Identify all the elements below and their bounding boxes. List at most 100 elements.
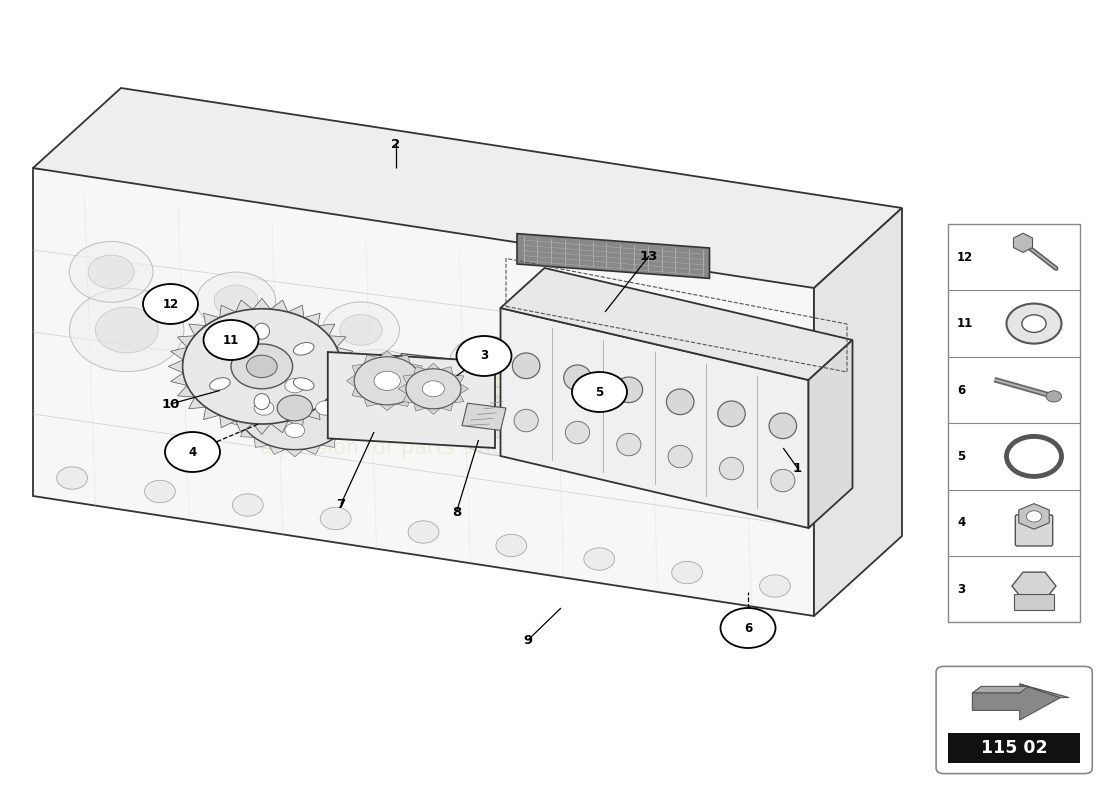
Polygon shape bbox=[304, 407, 320, 419]
Circle shape bbox=[1026, 511, 1042, 522]
Polygon shape bbox=[337, 373, 353, 386]
Text: 13: 13 bbox=[640, 250, 658, 262]
Text: 4: 4 bbox=[957, 516, 966, 530]
Polygon shape bbox=[394, 354, 495, 408]
Text: a passion for parts since 1985: a passion for parts since 1985 bbox=[261, 438, 575, 458]
Circle shape bbox=[316, 401, 336, 415]
Polygon shape bbox=[33, 88, 902, 288]
Ellipse shape bbox=[769, 413, 796, 438]
Polygon shape bbox=[1012, 572, 1056, 600]
Ellipse shape bbox=[210, 378, 230, 390]
Polygon shape bbox=[414, 403, 427, 411]
Polygon shape bbox=[808, 340, 852, 528]
Polygon shape bbox=[177, 386, 195, 397]
Polygon shape bbox=[460, 384, 469, 394]
Polygon shape bbox=[414, 366, 427, 374]
Polygon shape bbox=[241, 378, 254, 389]
Circle shape bbox=[408, 521, 439, 543]
Circle shape bbox=[197, 272, 276, 330]
Ellipse shape bbox=[565, 422, 590, 444]
Polygon shape bbox=[268, 362, 286, 371]
Polygon shape bbox=[33, 168, 814, 616]
Circle shape bbox=[165, 432, 220, 472]
Text: 3: 3 bbox=[480, 350, 488, 362]
Circle shape bbox=[204, 320, 258, 360]
Bar bbox=[948, 733, 1080, 763]
Circle shape bbox=[406, 369, 461, 409]
Circle shape bbox=[584, 548, 615, 570]
Polygon shape bbox=[177, 336, 195, 347]
Polygon shape bbox=[321, 438, 336, 447]
Circle shape bbox=[450, 336, 522, 389]
Ellipse shape bbox=[617, 434, 641, 456]
Polygon shape bbox=[318, 324, 334, 336]
Polygon shape bbox=[500, 268, 852, 380]
Polygon shape bbox=[328, 352, 495, 448]
Circle shape bbox=[354, 357, 420, 405]
Polygon shape bbox=[1019, 504, 1049, 530]
Polygon shape bbox=[271, 300, 288, 312]
Polygon shape bbox=[352, 387, 364, 398]
Ellipse shape bbox=[294, 342, 313, 355]
Bar bbox=[1014, 594, 1054, 610]
Polygon shape bbox=[364, 398, 378, 406]
Polygon shape bbox=[378, 404, 396, 410]
Ellipse shape bbox=[667, 389, 694, 414]
Polygon shape bbox=[336, 378, 349, 389]
Circle shape bbox=[254, 401, 274, 415]
Polygon shape bbox=[304, 362, 321, 371]
Circle shape bbox=[323, 350, 429, 426]
Polygon shape bbox=[170, 373, 187, 386]
Polygon shape bbox=[271, 421, 288, 433]
Polygon shape bbox=[318, 397, 334, 409]
Polygon shape bbox=[345, 414, 359, 427]
Polygon shape bbox=[235, 300, 253, 312]
Text: 5: 5 bbox=[595, 386, 604, 398]
Circle shape bbox=[69, 288, 184, 371]
Polygon shape bbox=[419, 374, 428, 387]
Circle shape bbox=[69, 242, 153, 302]
Polygon shape bbox=[410, 364, 422, 374]
Polygon shape bbox=[321, 369, 336, 378]
Polygon shape bbox=[189, 324, 206, 336]
Circle shape bbox=[456, 336, 512, 376]
Ellipse shape bbox=[668, 446, 692, 468]
Text: 12: 12 bbox=[957, 250, 974, 264]
Polygon shape bbox=[427, 408, 440, 414]
Ellipse shape bbox=[771, 470, 795, 492]
Polygon shape bbox=[204, 407, 220, 419]
Text: 12: 12 bbox=[163, 298, 178, 310]
Text: 3: 3 bbox=[957, 582, 965, 596]
Text: 6: 6 bbox=[744, 622, 752, 634]
Circle shape bbox=[1006, 303, 1062, 344]
Circle shape bbox=[473, 396, 530, 438]
Circle shape bbox=[143, 284, 198, 324]
Polygon shape bbox=[814, 208, 902, 616]
Polygon shape bbox=[189, 397, 206, 409]
Polygon shape bbox=[241, 427, 254, 438]
Ellipse shape bbox=[513, 353, 540, 378]
Polygon shape bbox=[440, 366, 453, 374]
FancyBboxPatch shape bbox=[936, 666, 1092, 774]
Circle shape bbox=[285, 378, 305, 393]
Circle shape bbox=[559, 407, 647, 471]
Text: 11: 11 bbox=[223, 334, 239, 346]
Ellipse shape bbox=[514, 410, 538, 432]
Text: 1: 1 bbox=[793, 462, 802, 474]
Text: euromotores: euromotores bbox=[207, 355, 629, 413]
Circle shape bbox=[374, 371, 400, 390]
Circle shape bbox=[232, 494, 263, 516]
Text: 2: 2 bbox=[392, 138, 400, 150]
Polygon shape bbox=[403, 374, 414, 384]
Polygon shape bbox=[336, 427, 349, 438]
Polygon shape bbox=[288, 415, 304, 428]
Circle shape bbox=[96, 307, 158, 353]
Polygon shape bbox=[378, 351, 396, 358]
Polygon shape bbox=[396, 355, 410, 364]
Circle shape bbox=[572, 372, 627, 412]
Polygon shape bbox=[329, 386, 346, 397]
Polygon shape bbox=[453, 394, 464, 403]
Polygon shape bbox=[345, 389, 359, 402]
Polygon shape bbox=[427, 363, 440, 370]
Text: 11: 11 bbox=[957, 317, 974, 330]
